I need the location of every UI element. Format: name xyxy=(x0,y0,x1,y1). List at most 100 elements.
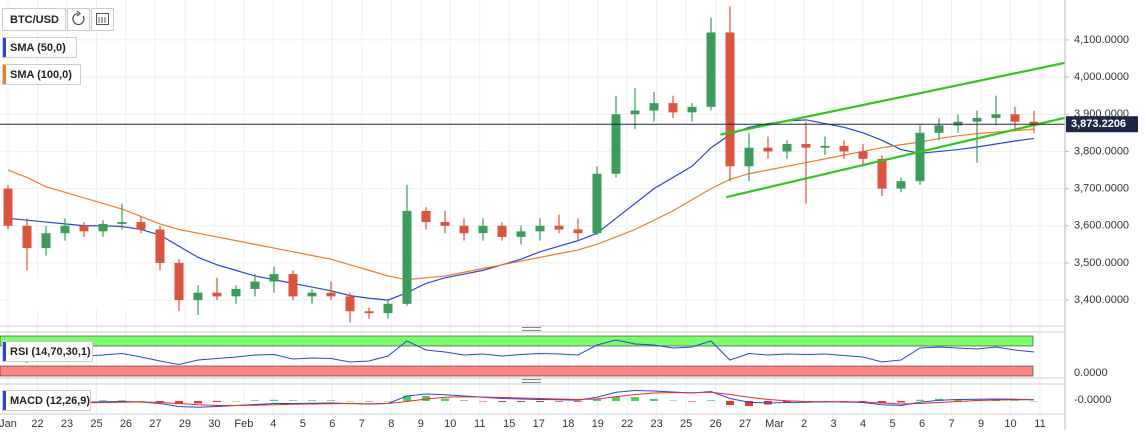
y-tick-label: 3,700.0000 xyxy=(1074,183,1129,195)
candle-body xyxy=(174,262,184,301)
candle-body xyxy=(440,222,450,226)
macd-histogram-bar xyxy=(669,400,677,401)
legend-box xyxy=(2,64,81,85)
x-tick-label: 25 xyxy=(90,418,102,430)
candle-body xyxy=(307,292,317,297)
x-tick-label: 15 xyxy=(503,418,515,430)
x-tick-label: 6 xyxy=(329,418,335,430)
x-tick-label: Jan xyxy=(0,418,17,430)
candle-body xyxy=(98,223,108,232)
macd-histogram-bar xyxy=(270,399,278,401)
x-tick-label: 2 xyxy=(801,418,807,430)
candle-body xyxy=(858,151,868,159)
candle-body xyxy=(459,225,469,234)
symbol-legend[interactable]: BTC/USD xyxy=(2,8,66,31)
last-price-box xyxy=(1066,116,1138,133)
candle-body xyxy=(877,158,887,189)
legend-label: SMA (50,0) xyxy=(10,42,66,54)
macd-histogram-bar xyxy=(897,401,905,403)
macd-histogram-bar xyxy=(726,401,734,405)
candle-body xyxy=(478,225,488,234)
x-tick-label: 5 xyxy=(890,418,896,430)
refresh-button[interactable] xyxy=(67,8,90,31)
resize-handle[interactable] xyxy=(522,327,541,331)
candle-body xyxy=(155,229,165,263)
candle-body xyxy=(516,231,526,237)
macd-histogram-bar xyxy=(688,401,696,402)
macd-histogram-bar xyxy=(441,398,449,401)
candle-body xyxy=(326,292,336,297)
calendar-button[interactable] xyxy=(91,8,114,31)
candle-body xyxy=(269,274,279,282)
macd-histogram-bar xyxy=(783,401,791,403)
macd-histogram-bar xyxy=(555,401,563,402)
x-tick-label: 27 xyxy=(149,418,161,430)
candle-body xyxy=(915,132,925,182)
candle-body xyxy=(725,32,735,167)
x-tick-label: 10 xyxy=(444,418,456,430)
legend-swatch xyxy=(3,38,6,57)
candle-body xyxy=(972,117,982,122)
x-tick-label: 5 xyxy=(300,418,306,430)
x-tick-label: 27 xyxy=(739,418,751,430)
macd-histogram-bar xyxy=(213,401,221,402)
x-tick-label: 8 xyxy=(388,418,394,430)
macd-histogram-bar xyxy=(308,400,316,401)
candle-body xyxy=(763,147,773,152)
macd-histogram-bar xyxy=(365,401,373,402)
macd-histogram-bar xyxy=(536,401,544,402)
legend-box xyxy=(2,37,77,58)
y-tick-label: 3,500.0000 xyxy=(1074,257,1129,269)
x-tick-label: 26 xyxy=(120,418,132,430)
axis-labels: Jan 22 23 25 26 27 29 30 Feb 4 5 6 7 8 9 10 11 15 17 18 19 22… xyxy=(0,34,1138,430)
indicator-legend-item[interactable]: SMA (100,0) xyxy=(2,64,81,85)
macd-histogram-bar xyxy=(403,395,411,401)
x-tick-label: 4 xyxy=(270,418,276,430)
macd-histogram-bar xyxy=(517,401,525,402)
macd-histogram-bar xyxy=(327,400,335,401)
macd-histogram-bar xyxy=(1011,400,1019,401)
candle-body xyxy=(3,188,13,226)
x-tick-label: 11 xyxy=(1034,418,1045,430)
x-tick-label: 7 xyxy=(359,418,365,430)
candle-body xyxy=(136,222,146,230)
macd-histogram-bar xyxy=(479,401,487,402)
indicator-legend-item[interactable]: SMA (50,0) xyxy=(2,37,77,58)
macd-histogram-bar xyxy=(118,400,126,401)
candle-body xyxy=(535,225,545,232)
macd-histogram-bar xyxy=(289,400,297,401)
x-tick-label: 25 xyxy=(680,418,692,430)
x-tick-label: 6 xyxy=(919,418,925,430)
overlay-box xyxy=(10,277,127,309)
legend-swatch xyxy=(3,342,6,361)
macd-histogram-bar xyxy=(631,397,639,401)
candle-body xyxy=(839,145,849,152)
macd-histogram-bar xyxy=(99,400,107,401)
macd-histogram-bar xyxy=(194,401,202,404)
x-tick-label: 30 xyxy=(208,418,220,430)
candle-body xyxy=(592,173,602,234)
legend-box xyxy=(2,341,93,362)
macd-histogram-bar xyxy=(612,396,620,401)
macd-histogram-bar xyxy=(498,401,506,402)
candle-body xyxy=(934,125,944,133)
x-tick-label: Mar xyxy=(765,418,784,430)
x-tick-label: 4 xyxy=(860,418,866,430)
oversold-band xyxy=(0,365,1034,377)
y-tick-label: 3,800.0000 xyxy=(1074,145,1129,157)
indicator-legend-item[interactable]: MACD (12,26,9) xyxy=(2,390,91,411)
resize-handle[interactable] xyxy=(522,379,541,383)
y-tick-label: 4,000.0000 xyxy=(1074,71,1129,83)
candle-body xyxy=(193,292,203,301)
legend-label: RSI (14,70,30,1) xyxy=(10,346,91,358)
x-tick-label: 10 xyxy=(1004,418,1016,430)
candle-body xyxy=(250,281,260,289)
indicator-legend-item[interactable]: RSI (14,70,30,1) xyxy=(2,341,93,362)
candle-body xyxy=(288,274,298,297)
macd-histogram-bar xyxy=(346,401,354,402)
candle-body xyxy=(1010,114,1020,122)
macd-histogram-bar xyxy=(156,401,164,402)
overbought-band xyxy=(0,335,1034,347)
